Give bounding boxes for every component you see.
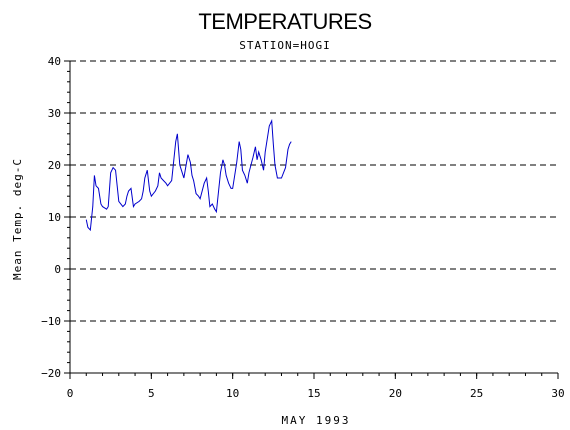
chart-title: TEMPERATURES <box>198 9 371 34</box>
y-tick-label: 10 <box>48 211 61 224</box>
grid-lines <box>70 60 558 374</box>
series-layer <box>85 118 292 232</box>
x-tick-label: 5 <box>148 387 155 400</box>
y-axis-label: Mean Temp. deg-C <box>11 158 24 280</box>
x-axis-label: MAY 1993 <box>282 414 351 427</box>
chart-subtitle: STATION=HOGI <box>239 39 330 52</box>
x-tick-label: 15 <box>307 387 320 400</box>
axes <box>64 60 559 379</box>
y-tick-label: 30 <box>48 107 61 120</box>
x-tick-label: 30 <box>551 387 564 400</box>
y-tick-label: 40 <box>48 55 61 68</box>
y-tick-label: −10 <box>41 315 61 328</box>
y-tick-label: 0 <box>54 263 61 276</box>
x-tick-label: 20 <box>389 387 402 400</box>
x-tick-label: 0 <box>67 387 74 400</box>
tick-labels: −20 −10 0 10 20 30 40 0 5 10 15 20 25 30 <box>41 55 565 400</box>
y-tick-label: 20 <box>48 159 61 172</box>
y-tick-label: −20 <box>41 367 61 380</box>
series-line-0 <box>85 118 292 232</box>
x-tick-label: 25 <box>470 387 483 400</box>
x-tick-label: 10 <box>226 387 239 400</box>
